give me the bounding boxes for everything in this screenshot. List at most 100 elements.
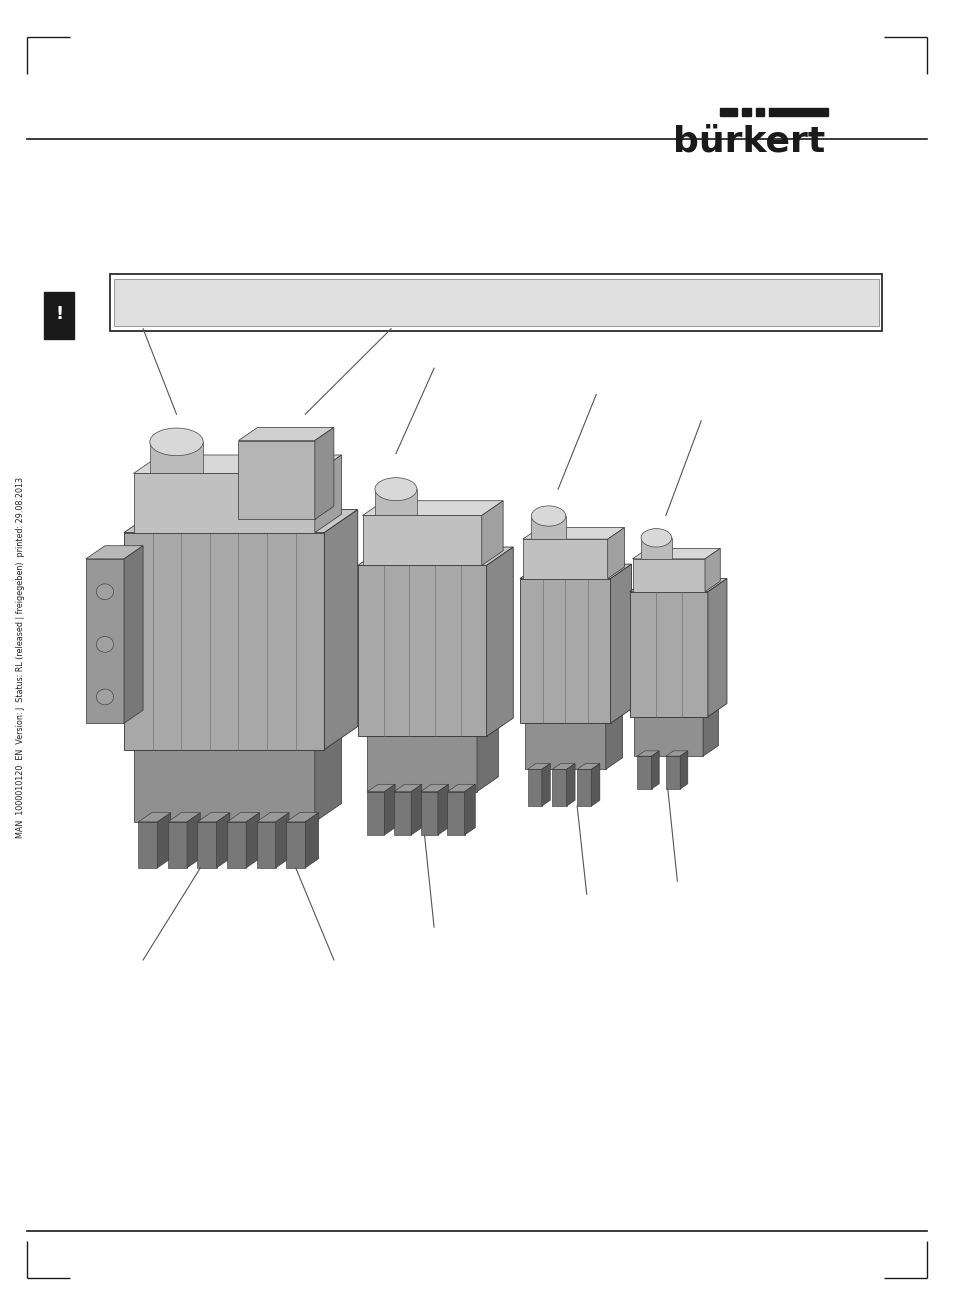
Polygon shape	[411, 784, 421, 835]
Polygon shape	[464, 784, 475, 835]
Polygon shape	[447, 792, 464, 835]
Polygon shape	[256, 813, 289, 822]
Polygon shape	[524, 711, 622, 723]
Polygon shape	[367, 722, 497, 736]
Polygon shape	[362, 515, 481, 565]
Polygon shape	[124, 533, 324, 750]
Bar	[113, 279, 878, 326]
Polygon shape	[133, 750, 314, 822]
Polygon shape	[634, 717, 702, 756]
Polygon shape	[286, 813, 318, 822]
Polygon shape	[238, 441, 314, 519]
Polygon shape	[481, 501, 502, 565]
Polygon shape	[637, 751, 659, 756]
Bar	[741, 108, 750, 116]
Polygon shape	[679, 751, 687, 789]
Polygon shape	[357, 565, 486, 736]
Polygon shape	[651, 751, 659, 789]
Polygon shape	[634, 706, 718, 717]
Polygon shape	[138, 813, 171, 822]
Polygon shape	[702, 706, 718, 756]
Ellipse shape	[150, 427, 203, 456]
Bar	[755, 108, 763, 116]
Polygon shape	[437, 784, 448, 835]
Bar	[44, 292, 74, 339]
Bar	[531, 515, 565, 539]
Polygon shape	[420, 792, 437, 835]
Polygon shape	[519, 579, 610, 723]
Polygon shape	[238, 427, 334, 441]
Polygon shape	[519, 564, 631, 579]
Polygon shape	[629, 579, 726, 592]
Polygon shape	[476, 722, 497, 792]
Polygon shape	[367, 736, 476, 792]
Polygon shape	[707, 579, 726, 717]
Polygon shape	[632, 548, 720, 559]
Polygon shape	[384, 784, 395, 835]
Polygon shape	[357, 547, 513, 565]
Polygon shape	[246, 813, 259, 868]
Polygon shape	[527, 764, 550, 769]
Polygon shape	[394, 792, 411, 835]
Ellipse shape	[96, 636, 113, 652]
Polygon shape	[216, 813, 230, 868]
Polygon shape	[522, 527, 624, 539]
Polygon shape	[133, 473, 314, 533]
Polygon shape	[133, 455, 341, 473]
Ellipse shape	[96, 689, 113, 705]
Polygon shape	[610, 564, 631, 723]
Polygon shape	[607, 527, 624, 579]
Polygon shape	[86, 546, 143, 559]
Polygon shape	[133, 731, 341, 750]
Polygon shape	[197, 813, 230, 822]
Polygon shape	[394, 784, 421, 792]
Bar	[768, 108, 827, 116]
Polygon shape	[138, 822, 157, 868]
Text: !: !	[55, 305, 63, 323]
Polygon shape	[522, 539, 607, 579]
Polygon shape	[362, 501, 502, 515]
Polygon shape	[305, 813, 318, 868]
Polygon shape	[124, 510, 357, 533]
Bar	[640, 538, 671, 559]
Polygon shape	[552, 769, 566, 806]
Polygon shape	[86, 559, 124, 723]
Polygon shape	[665, 756, 679, 789]
Polygon shape	[637, 756, 651, 789]
Polygon shape	[447, 784, 475, 792]
Ellipse shape	[375, 477, 416, 501]
Polygon shape	[486, 547, 513, 736]
Polygon shape	[577, 769, 591, 806]
Polygon shape	[420, 784, 448, 792]
Polygon shape	[227, 813, 259, 822]
Polygon shape	[577, 764, 599, 769]
Polygon shape	[541, 764, 550, 806]
Polygon shape	[367, 784, 395, 792]
Polygon shape	[524, 723, 605, 769]
Polygon shape	[591, 764, 599, 806]
Polygon shape	[704, 548, 720, 592]
Ellipse shape	[531, 506, 565, 526]
Polygon shape	[566, 764, 575, 806]
Polygon shape	[286, 822, 305, 868]
Polygon shape	[168, 822, 187, 868]
Bar	[110, 274, 882, 331]
Polygon shape	[552, 764, 575, 769]
Polygon shape	[367, 792, 384, 835]
Bar	[150, 442, 203, 473]
Polygon shape	[527, 769, 541, 806]
Text: MAN  1000010120  EN  Version: J  Status: RL (released | freigegeben)  printed: 2: MAN 1000010120 EN Version: J Status: RL …	[16, 477, 26, 838]
Polygon shape	[632, 559, 704, 592]
Ellipse shape	[96, 584, 113, 600]
Polygon shape	[187, 813, 200, 868]
Polygon shape	[197, 822, 216, 868]
Polygon shape	[605, 711, 622, 769]
Polygon shape	[629, 592, 707, 717]
Text: bürkert: bürkert	[672, 125, 824, 159]
Polygon shape	[314, 731, 341, 822]
Polygon shape	[256, 822, 275, 868]
Polygon shape	[275, 813, 289, 868]
Polygon shape	[314, 455, 341, 533]
Polygon shape	[314, 427, 334, 519]
Polygon shape	[324, 510, 357, 750]
